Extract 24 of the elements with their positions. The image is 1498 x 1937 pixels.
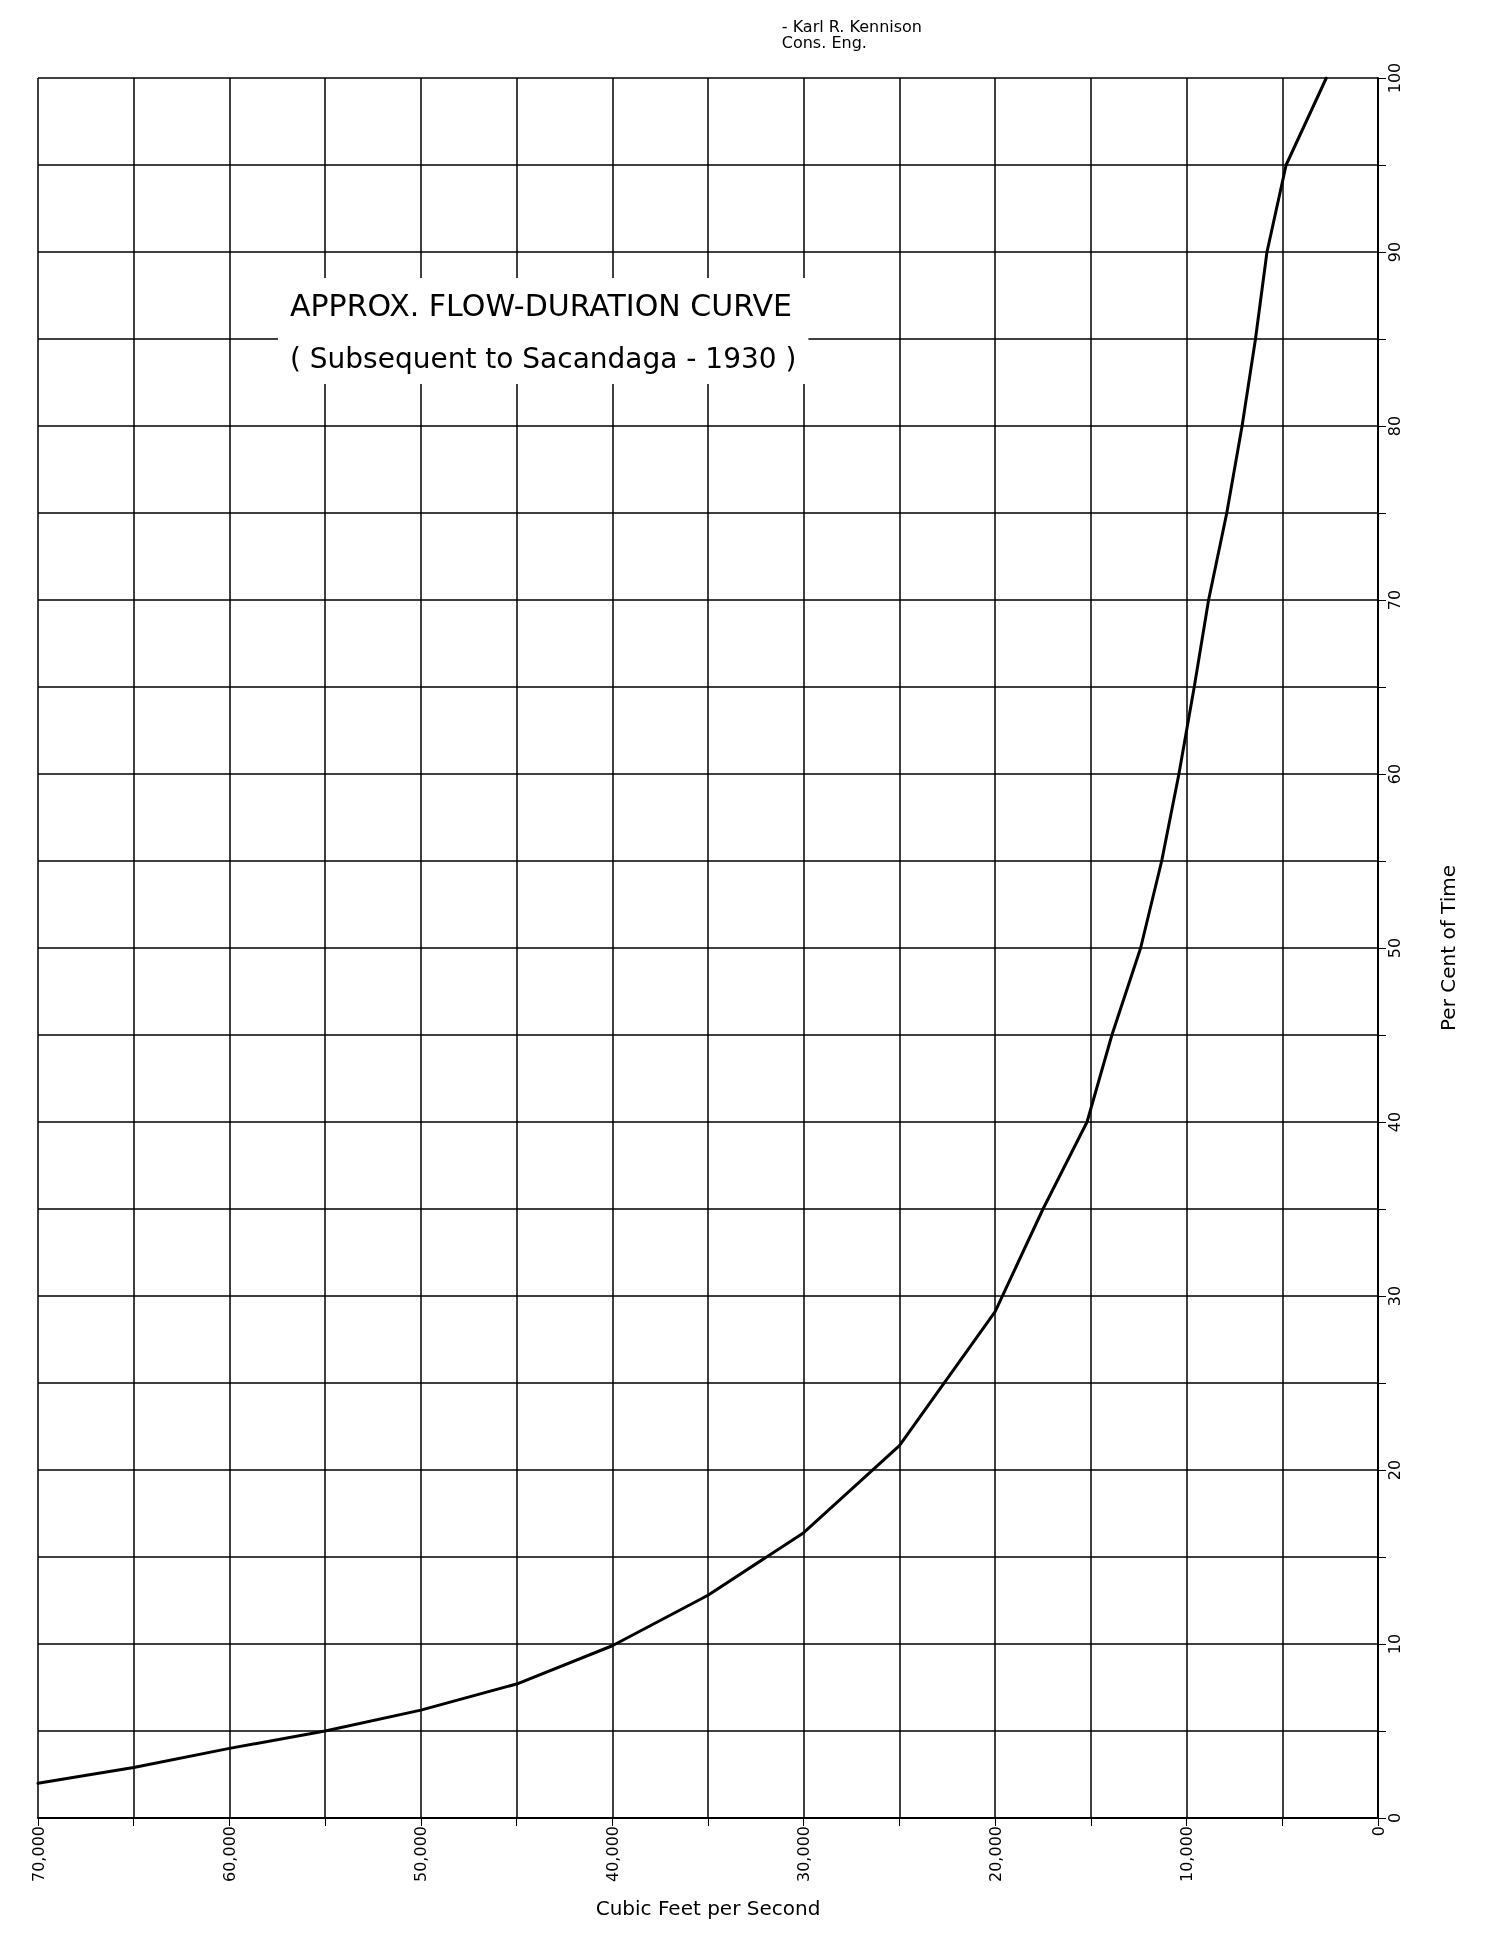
- y-tick-label: 60: [1384, 763, 1404, 785]
- x-axis-title: Cubic Feet per Second: [595, 1896, 821, 1920]
- y-tick-label: 30: [1384, 1285, 1404, 1307]
- y-tick-label: 90: [1384, 241, 1404, 263]
- y-tick-label: 10: [1384, 1633, 1404, 1655]
- text: APPROX. FLOW-DURATION CURVE: [290, 287, 792, 323]
- x-tick-label: 50,000: [411, 1826, 431, 1882]
- y-tick-label: 70: [1384, 589, 1404, 611]
- y-tick-label: 40: [1384, 1111, 1404, 1133]
- x-tick-label: 20,000: [985, 1826, 1005, 1882]
- y-tick-label: 80: [1384, 415, 1404, 437]
- x-tick-label: 40,000: [602, 1826, 622, 1882]
- text: ( Subsequent to Sacandaga - 1930 ): [290, 341, 797, 375]
- x-tick-label: 60,000: [219, 1826, 239, 1882]
- y-tick-label: 20: [1384, 1459, 1404, 1481]
- x-tick-label: 70,000: [28, 1826, 48, 1882]
- text: - Karl R. Kennison Cons. Eng.: [781, 16, 922, 52]
- x-tick-label: 10,000: [1177, 1826, 1197, 1882]
- y-tick-label: 100: [1384, 62, 1404, 94]
- x-tick-label: 0: [1368, 1826, 1388, 1837]
- y-axis-title: Per Cent of Time: [1436, 865, 1460, 1031]
- y-tick-label: 0: [1384, 1812, 1404, 1824]
- x-tick-label: 30,000: [794, 1826, 814, 1882]
- y-tick-label: 50: [1384, 937, 1404, 959]
